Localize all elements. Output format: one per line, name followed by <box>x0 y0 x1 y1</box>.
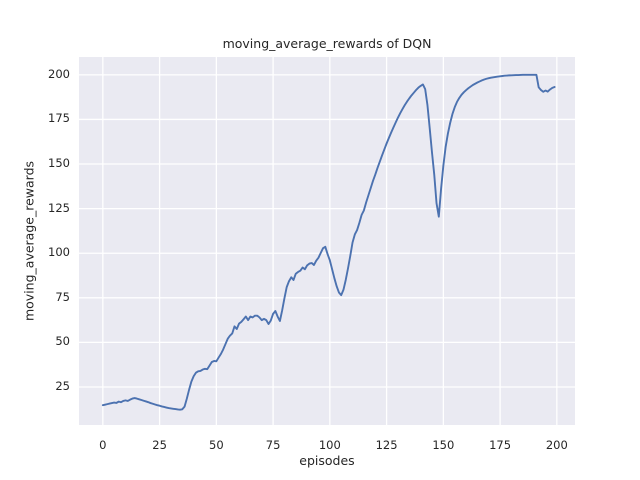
x-tick-label: 125 <box>375 438 398 452</box>
x-tick-label: 25 <box>152 438 167 452</box>
x-tick-label: 50 <box>209 438 224 452</box>
y-axis-label: moving_average_rewards <box>21 160 37 322</box>
y-tick-label: 175 <box>48 111 70 126</box>
x-tick-label: 175 <box>489 438 512 452</box>
y-tick-label: 50 <box>55 334 70 349</box>
y-tick-label: 125 <box>48 200 70 215</box>
plot-canvas <box>79 57 575 425</box>
x-axis-label: episodes <box>299 453 355 468</box>
x-tick-label: 100 <box>318 438 341 452</box>
data-series-line <box>101 73 556 411</box>
y-tick-label: 100 <box>48 245 70 260</box>
x-tick-label: 200 <box>545 438 568 452</box>
y-tick-label: 75 <box>55 289 70 304</box>
y-tick-label: 200 <box>48 66 70 81</box>
y-tick-label: 25 <box>55 379 70 393</box>
chart-title: moving_average_rewards of DQN <box>222 36 432 51</box>
x-tick-label: 75 <box>265 438 281 452</box>
x-tick-label: 0 <box>99 438 107 452</box>
x-tick-label: 150 <box>432 438 455 452</box>
plot-area <box>79 57 575 425</box>
y-tick-label: 150 <box>48 156 70 171</box>
